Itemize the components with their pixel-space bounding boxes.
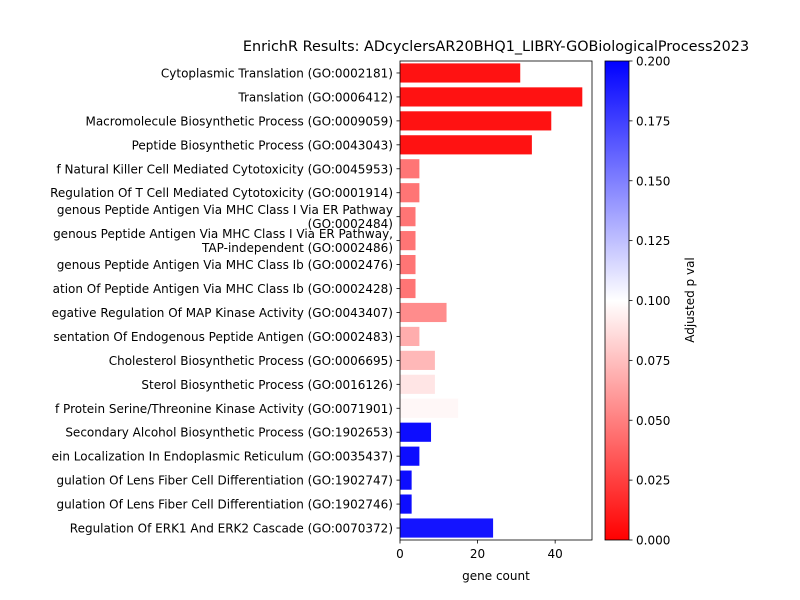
colorbar-tick-label: 0.025 xyxy=(636,474,670,488)
y-tick-label: genous Peptide Antigen Via MHC Class I V… xyxy=(53,227,393,241)
bar xyxy=(400,398,459,418)
plot-frame xyxy=(399,60,593,541)
y-tick-label: Cholesterol Biosynthetic Process (GO:000… xyxy=(109,354,393,368)
colorbar-tick-label: 0.000 xyxy=(636,534,670,548)
bar xyxy=(400,350,435,370)
bar xyxy=(400,422,432,442)
y-tick-label: f Protein Serine/Threonine Kinase Activi… xyxy=(55,402,393,416)
bar xyxy=(400,183,420,203)
y-tick-label: gulation Of Lens Fiber Cell Differentiat… xyxy=(56,474,393,488)
bar xyxy=(400,207,416,227)
y-tick-label: genous Peptide Antigen Via MHC Class Ib … xyxy=(57,258,393,272)
colorbar-tick-label: 0.150 xyxy=(636,174,670,188)
x-axis: 0 20 40 xyxy=(396,540,563,561)
bar xyxy=(400,159,420,179)
y-tick-label: Cytoplasmic Translation (GO:0002181) xyxy=(161,66,393,80)
y-tick-label: Peptide Biosynthetic Process (GO:0043043… xyxy=(132,138,393,152)
bar xyxy=(400,494,412,514)
bar xyxy=(400,63,521,83)
bar xyxy=(400,231,416,251)
colorbar-tick-label: 0.125 xyxy=(636,234,670,248)
y-tick-label: genous Peptide Antigen Via MHC Class I V… xyxy=(57,203,393,217)
bar xyxy=(400,87,583,107)
y-tick-label: ein Localization In Endoplasmic Reticulu… xyxy=(52,450,393,464)
bar xyxy=(400,446,420,466)
y-tick-label: (GO:0002484) xyxy=(308,217,393,231)
colorbar-gradient xyxy=(604,60,630,541)
y-tick-label: ation Of Peptide Antigen Via MHC Class I… xyxy=(53,282,393,296)
y-axis: Cytoplasmic Translation (GO:0002181) Tran… xyxy=(50,66,400,536)
colorbar: 0.000 0.025 0.050 0.075 0.100 0.125 0.150 0.175… xyxy=(604,55,697,548)
bar xyxy=(400,518,494,538)
y-tick-label: Translation (GO:0006412) xyxy=(237,90,393,104)
colorbar-tick-label: 0.100 xyxy=(636,294,670,308)
x-tick-label: 20 xyxy=(470,547,485,561)
colorbar-tick-label: 0.050 xyxy=(636,414,670,428)
bar xyxy=(400,278,416,299)
colorbar-tick-label: 0.075 xyxy=(636,354,670,368)
bar xyxy=(400,374,435,394)
x-tick-label: 40 xyxy=(548,547,563,561)
chart-title: EnrichR Results: ADcyclersAR20BHQ1_LIBRY… xyxy=(243,39,749,55)
y-tick-label: Regulation Of ERK1 And ERK2 Cascade (GO:… xyxy=(70,522,393,536)
y-tick-label: Regulation Of T Cell Mediated Cytotoxici… xyxy=(50,186,393,200)
y-tick-label: Secondary Alcohol Biosynthetic Process (… xyxy=(65,426,393,440)
bar xyxy=(400,135,532,155)
colorbar-tick-label: 0.175 xyxy=(636,114,670,128)
x-axis-label: gene count xyxy=(462,569,530,583)
plot-area xyxy=(400,63,583,538)
colorbar-ticks: 0.000 0.025 0.050 0.075 0.100 0.125 0.150 0.175… xyxy=(629,55,670,548)
bar xyxy=(400,302,447,323)
y-tick-label: f Natural Killer Cell Mediated Cytotoxic… xyxy=(57,162,394,176)
x-tick-label: 0 xyxy=(396,547,404,561)
y-tick-label: egative Regulation Of MAP Kinase Activit… xyxy=(52,306,393,320)
bar xyxy=(400,326,420,347)
y-tick-label: Macromolecule Biosynthetic Process (GO:0… xyxy=(85,114,393,128)
bar xyxy=(400,111,552,131)
y-tick-label: gulation Of Lens Fiber Cell Differentiat… xyxy=(56,498,393,512)
bar xyxy=(400,470,412,490)
y-tick-label: Sterol Biosynthetic Process (GO:0016126) xyxy=(141,378,393,392)
colorbar-tick-label: 0.200 xyxy=(636,55,670,69)
colorbar-label: Adjusted p val xyxy=(683,257,697,343)
y-tick-label: sentation Of Endogenous Peptide Antigen … xyxy=(53,330,393,344)
bar xyxy=(400,254,416,275)
y-tick-label: TAP-independent (GO:0002486) xyxy=(201,241,393,255)
